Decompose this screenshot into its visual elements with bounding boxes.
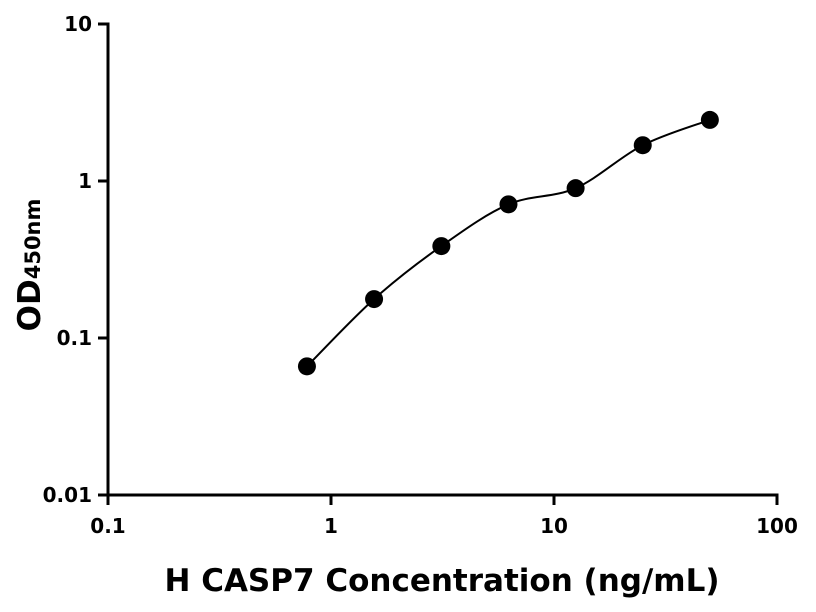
- data-point: [633, 136, 652, 155]
- x-axis-label: H CASP7 Concentration (ng/mL): [164, 563, 719, 599]
- data-point: [432, 237, 451, 256]
- fit-curve: [306, 118, 711, 368]
- data-point: [566, 179, 585, 198]
- y-axis-label: OD450nm: [12, 199, 48, 332]
- y-axis-label-main: OD: [12, 279, 48, 331]
- y-tick-label: 0.1: [57, 326, 92, 350]
- y-tick-label: 10: [64, 12, 92, 36]
- y-tick-label: 1: [78, 169, 92, 193]
- y-axis-label-subscript: 450nm: [21, 199, 45, 280]
- y-tick-label: 0.01: [43, 483, 92, 507]
- data-point: [365, 290, 384, 309]
- data-point: [499, 195, 518, 214]
- x-tick-label: 100: [756, 514, 798, 538]
- x-tick-label: 10: [540, 514, 568, 538]
- x-tick-label: 0.1: [90, 514, 125, 538]
- data-point: [297, 357, 316, 376]
- data-point: [700, 110, 719, 129]
- x-tick-label: 1: [324, 514, 338, 538]
